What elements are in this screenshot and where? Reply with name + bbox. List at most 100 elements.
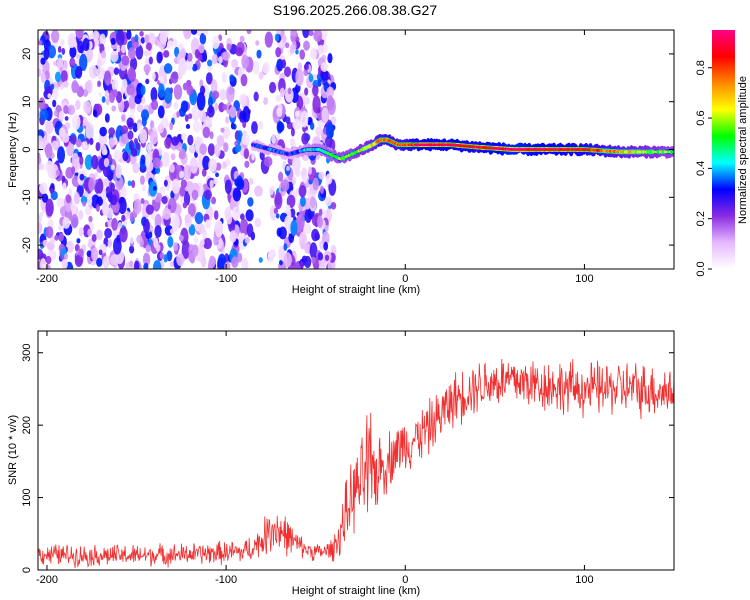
spectrogram-cell	[52, 99, 57, 108]
spectrogram-cell	[185, 123, 191, 130]
spectrogram-cell	[144, 153, 151, 165]
spectrogram-cell	[61, 132, 70, 143]
spectrogram-cell	[67, 32, 77, 48]
spectrogram-cell	[309, 196, 316, 209]
spectrogram-cell	[297, 62, 303, 71]
spectrogram-cell	[294, 168, 301, 177]
spectrogram-cell	[298, 185, 307, 198]
spectrogram-cell	[136, 234, 143, 244]
spectrogram-cell	[241, 257, 249, 269]
spectrogram-cell	[156, 51, 163, 64]
spectrogram-cell	[140, 154, 146, 165]
spectrogram-cell	[290, 219, 298, 236]
spectrogram-cell	[184, 114, 189, 122]
snr-y-tick-label: 200	[21, 416, 33, 434]
spectrogram-cell	[91, 247, 99, 262]
spectrogram-cell	[303, 96, 311, 106]
spectrogram-cell	[154, 213, 162, 229]
spectrogram-cell	[107, 191, 113, 203]
spectrogram-cell	[326, 86, 335, 97]
spectrogram-cell	[95, 203, 100, 212]
spectrogram-cell	[169, 122, 174, 131]
spectrogram-x-ticks: -200 -100 0 100	[36, 30, 594, 285]
spectrogram-cell	[38, 222, 43, 234]
spectrogram-cell	[84, 81, 91, 91]
spectrogram-cell	[152, 157, 161, 169]
colorbar-tick-label: 0.4	[695, 161, 707, 176]
spectrogram-cell	[101, 96, 106, 103]
spectrogram-cell	[130, 148, 138, 157]
spectrogram-cell	[142, 252, 151, 266]
spectrogram-cell	[274, 33, 280, 42]
snr-y-tick-label: 100	[21, 488, 33, 506]
spectrogram-cell	[209, 179, 214, 189]
snr-x-tick-label: 100	[575, 574, 593, 586]
spectrogram-cell	[145, 244, 151, 253]
spectrogram-cell	[85, 205, 92, 216]
spectrogram-cell	[45, 143, 53, 159]
spectrogram-cell	[181, 132, 187, 141]
spectrogram-cell	[121, 55, 130, 66]
spectrogram-cell	[222, 103, 228, 111]
spectrogram-cell	[143, 64, 151, 74]
spectrogram-cell	[64, 253, 69, 260]
spectrogram-cell	[202, 126, 211, 139]
spectrogram-cell	[163, 63, 173, 74]
spectrogram-cell	[256, 49, 262, 59]
spectrogram-cell	[127, 67, 136, 81]
spectrogram-cell	[92, 30, 100, 41]
spectrogram-cell	[299, 261, 304, 269]
spectrogram-cell	[171, 178, 180, 195]
spectrogram-cell	[194, 48, 200, 59]
spectrogram-cell	[317, 78, 322, 87]
spectrogram-cell	[234, 141, 238, 146]
spectrogram-cell	[282, 34, 287, 44]
spectrogram-x-tick-label: -200	[36, 273, 58, 285]
spectrogram-cell	[180, 48, 187, 59]
spectrogram-cell	[88, 215, 93, 223]
figure-title: S196.2025.266.08.38.G27	[273, 2, 437, 18]
spectrogram-cell	[192, 120, 201, 133]
spectrogram-x-tick-label: -100	[215, 273, 237, 285]
spectrogram-cell	[76, 238, 81, 244]
spectrogram-cell	[323, 241, 329, 251]
spectrogram-cell	[108, 137, 115, 149]
spectrogram-y-tick-label: -20	[21, 237, 33, 253]
spectrogram-cell	[78, 209, 84, 220]
spectrogram-cell	[214, 143, 221, 158]
spectrogram-cell	[271, 133, 276, 144]
spectrogram-cell	[129, 245, 135, 254]
spectrogram-cell	[225, 85, 235, 103]
spectrogram-cell	[45, 255, 52, 265]
spectrogram-cell	[210, 79, 218, 94]
spectrogram-cell	[104, 227, 113, 239]
spectrogram-cell	[232, 187, 242, 202]
spectrogram-cell	[111, 105, 117, 112]
spectrogram-cell	[119, 226, 128, 243]
spectrogram-cell	[75, 66, 83, 79]
spectrogram-cell	[295, 49, 299, 55]
spectrogram-cell	[309, 122, 315, 131]
spectrogram-cell	[158, 83, 165, 98]
spectrogram-cell	[187, 52, 193, 62]
spectrogram-cell	[235, 47, 244, 57]
spectrogram-cell	[281, 59, 287, 69]
spectrogram-cell	[98, 132, 108, 147]
spectrogram-cell	[110, 50, 119, 63]
spectrogram-cell	[145, 78, 150, 85]
spectrogram-cell	[98, 91, 103, 97]
spectrogram-cell	[193, 236, 199, 244]
spectrogram-cell	[264, 31, 274, 48]
spectrogram-cell	[313, 30, 323, 42]
spectrogram-cell	[59, 38, 65, 48]
colorbar: 0.0 0.2 0.4 0.6 0.8 Normalized spectral ampl…	[695, 30, 749, 277]
spectrogram-cell	[96, 66, 106, 80]
snr-x-axis-label: Height of straight line (km)	[292, 585, 420, 597]
spectrogram-cell	[194, 212, 204, 225]
spectrogram-cell	[116, 30, 125, 46]
spectrogram-cell	[151, 99, 159, 111]
spectrogram-cell	[159, 252, 165, 260]
colorbar-label: Normalized spectral amplitude	[737, 76, 749, 224]
spectrogram-cell	[96, 178, 104, 194]
